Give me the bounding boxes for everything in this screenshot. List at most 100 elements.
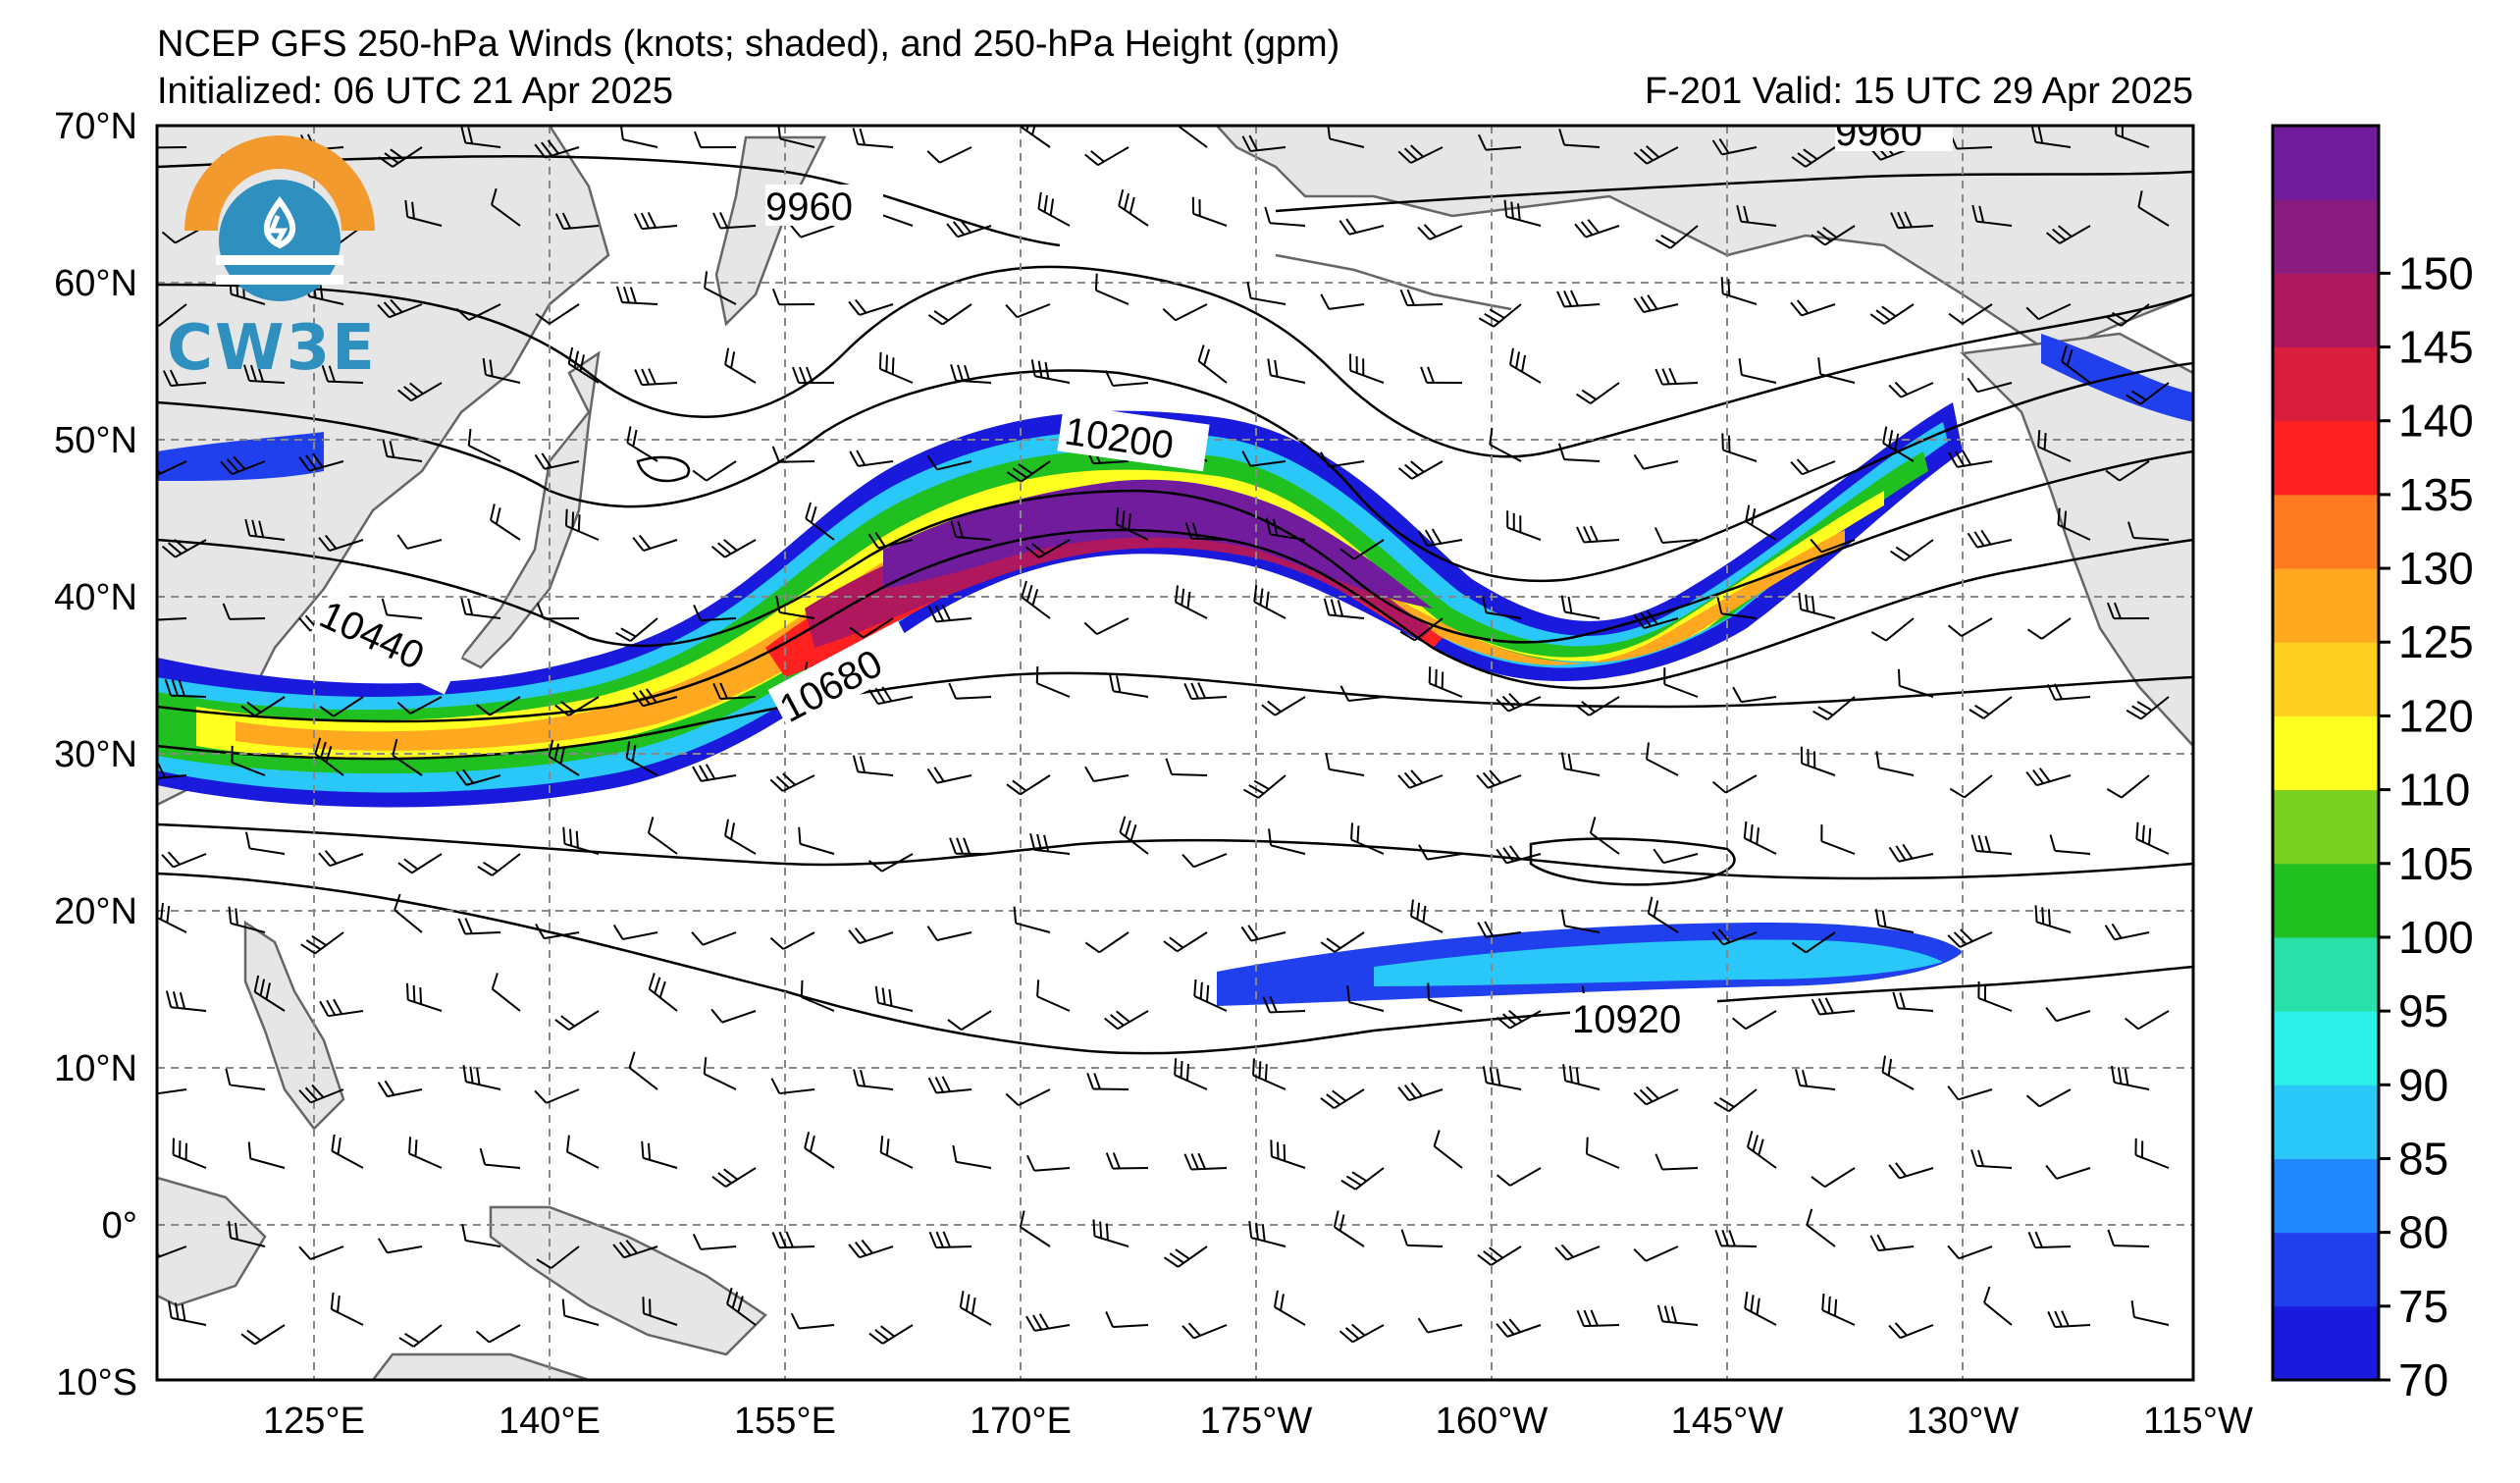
wind-barb: [770, 1078, 815, 1095]
lon-label-125e: 125°E: [263, 1401, 365, 1442]
wind-barb: [1574, 219, 1620, 238]
wind-barb: [168, 1300, 207, 1326]
wind-barb: [926, 146, 972, 164]
wind-barb: [704, 271, 737, 305]
wind-barb: [642, 1297, 678, 1326]
lon-label-175w: 175°W: [1200, 1401, 1313, 1442]
wind-barb: [852, 755, 894, 776]
wind-barb: [300, 931, 344, 955]
wind-barb: [952, 1144, 992, 1169]
wind-barb: [1246, 281, 1286, 305]
wind-barb: [1496, 1009, 1542, 1030]
lat-label-50n: 50°N: [54, 420, 137, 461]
wind-barb: [1654, 225, 1699, 249]
wind-barb: [769, 772, 815, 792]
wind-barb: [926, 926, 972, 941]
wind-barb: [1806, 1208, 1836, 1247]
wind-barb: [1339, 685, 1385, 703]
wind-barb: [455, 303, 501, 321]
colorbar-segment: [2273, 1305, 2379, 1381]
contour-high-cell: [1529, 837, 1736, 886]
wind-barb: [1092, 1219, 1129, 1247]
wind-barb: [536, 1245, 580, 1269]
lon-label-155e: 155°E: [734, 1401, 836, 1442]
map-title: NCEP GFS 250-hPa Winds (knots; shaded), …: [157, 24, 1340, 65]
wind-barb: [1397, 769, 1444, 789]
wind-barb: [848, 298, 894, 316]
wind-barb: [1417, 224, 1463, 240]
wind-barb: [1496, 1167, 1542, 1187]
wind-barb: [1268, 828, 1306, 855]
wind-barb: [1035, 666, 1071, 698]
wind-barb: [298, 1084, 344, 1104]
wind-barb: [2037, 430, 2072, 462]
wind-barb: [565, 1135, 600, 1169]
wind-barb: [1560, 595, 1601, 619]
wind-barb: [1576, 1309, 1620, 1328]
wind-barbs: [157, 126, 2170, 1348]
wind-barb: [1736, 204, 1777, 227]
wind-barb: [1029, 833, 1071, 855]
wind-barb: [1333, 1210, 1365, 1247]
wind-barb: [1094, 273, 1129, 305]
wind-barb: [1428, 666, 1463, 698]
wind-barb: [1647, 896, 1679, 933]
wind-barb: [2125, 1010, 2170, 1031]
wind-barb: [381, 598, 423, 619]
wind-barb: [1558, 128, 1601, 148]
wind-barb: [1732, 686, 1777, 704]
wind-barb: [1714, 1229, 1758, 1247]
wind-barb: [298, 452, 344, 472]
wind-barb: [1791, 931, 1836, 954]
wind-barb: [926, 454, 972, 471]
wind-barb: [1882, 426, 1915, 462]
wind-barb: [243, 364, 286, 384]
wind-barb: [2057, 507, 2091, 541]
wind-barb: [377, 298, 423, 319]
lon-label-170e: 170°E: [970, 1401, 1072, 1442]
wind-barb: [867, 686, 914, 706]
wind-barb: [1970, 1149, 2013, 1169]
wind-barb: [1589, 817, 1620, 855]
wind-barb: [1496, 845, 1542, 865]
wind-barb: [398, 1324, 443, 1348]
wind-barb: [771, 288, 815, 306]
contour-9960-east: [1275, 170, 2193, 213]
wind-barb: [1948, 450, 1993, 468]
wind-barb: [1241, 450, 1286, 467]
wind-barb: [534, 452, 580, 470]
colorbar-tick-label: 135: [2398, 469, 2474, 520]
wind-barb: [2107, 1229, 2150, 1247]
wind-barb: [1084, 931, 1129, 954]
wind-barb: [460, 597, 501, 619]
wind-barb: [1716, 597, 1758, 619]
wind-barb: [1654, 1153, 1699, 1171]
wind-barb: [1252, 1058, 1286, 1090]
wind-barb: [1633, 1086, 1679, 1106]
wind-barb: [927, 1076, 972, 1094]
wind-barb: [2130, 1300, 2170, 1326]
wind-barb: [1323, 598, 1365, 619]
wind-barb: [849, 617, 894, 639]
wind-barb: [959, 1291, 992, 1326]
wind-barb: [244, 518, 286, 541]
wind-barb: [1811, 997, 1856, 1016]
wind-barb: [1633, 453, 1679, 470]
wind-barb: [693, 605, 737, 622]
wind-barb: [1711, 928, 1758, 946]
wind-barb: [228, 1221, 266, 1247]
wind-barb: [867, 853, 914, 873]
wind-barb: [1711, 774, 1758, 794]
lat-label-20n: 20°N: [54, 891, 137, 932]
colorbar-tick-label: 75: [2398, 1281, 2448, 1332]
wind-barb: [2135, 821, 2170, 855]
wind-barb: [240, 1324, 286, 1346]
wind-barb: [1795, 1069, 1836, 1090]
wind-barb: [879, 1136, 914, 1169]
map-frame: [155, 124, 2195, 1382]
wind-barb: [1025, 1154, 1071, 1172]
wind-barb: [949, 837, 992, 855]
contour-10440: [157, 450, 2193, 648]
cw3e-logo: [184, 135, 375, 301]
wind-barb: [1633, 294, 1679, 314]
